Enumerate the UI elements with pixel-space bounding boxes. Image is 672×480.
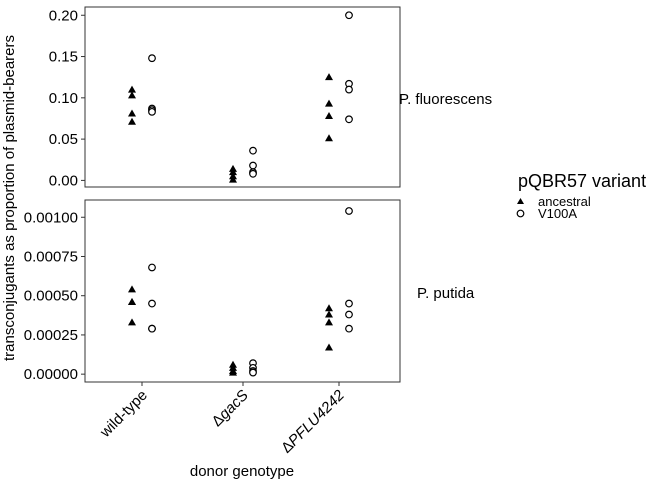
y-tick-label: 0.20 <box>49 7 78 24</box>
y-tick-label: 0.00100 <box>24 209 78 226</box>
point-v100a <box>345 310 353 319</box>
y-tick-label: 0.00050 <box>24 288 78 305</box>
point-ancestral <box>325 343 333 351</box>
x-tick-label: ΔgacS <box>209 387 252 430</box>
point-ancestral <box>128 91 136 99</box>
point-v100a <box>148 324 156 333</box>
point-ancestral <box>229 168 237 176</box>
y-axis-title: transconjugants as proportion of plasmid… <box>1 35 18 361</box>
point-v100a <box>345 299 353 308</box>
panel-top-frame <box>84 6 401 188</box>
point-ancestral <box>229 368 237 376</box>
point-ancestral <box>128 117 136 125</box>
legend-ancestral-symbol <box>517 198 524 204</box>
point-v100a <box>249 368 257 377</box>
point-ancestral <box>325 134 333 142</box>
point-ancestral <box>128 285 136 293</box>
y-tick-label: 0.05 <box>49 131 78 148</box>
point-v100a <box>148 107 156 116</box>
x-tick-label: wild-type <box>96 387 151 442</box>
point-ancestral <box>128 109 136 117</box>
point-ancestral <box>128 318 136 326</box>
point-ancestral <box>325 73 333 81</box>
point-v100a <box>345 115 353 124</box>
point-ancestral <box>325 304 333 312</box>
y-tick-label: 0.00075 <box>24 248 78 265</box>
point-v100a <box>249 169 257 178</box>
point-ancestral <box>325 111 333 119</box>
point-v100a <box>345 324 353 333</box>
y-tick-label: 0.00 <box>49 172 78 189</box>
legend-title: pQBR57 variant <box>518 171 646 191</box>
point-v100a <box>148 54 156 63</box>
point-v100a <box>345 85 353 94</box>
point-ancestral <box>325 318 333 326</box>
y-tick-label: 0.00000 <box>24 366 78 383</box>
point-v100a <box>249 146 257 155</box>
point-v100a <box>345 207 353 215</box>
point-ancestral <box>229 175 237 183</box>
point-v100a <box>249 161 257 170</box>
legend-v100a-label: V100A <box>538 206 577 221</box>
legend-ancestral-label: ancestral <box>538 194 591 209</box>
legend-v100a-symbol <box>516 209 525 218</box>
point-ancestral <box>325 99 333 107</box>
point-ancestral <box>128 297 136 305</box>
point-v100a <box>345 11 353 20</box>
strip-label-bottom: P. putida <box>417 285 475 302</box>
y-tick-label: 0.10 <box>49 90 78 107</box>
x-tick-label: ΔPFLU4242 <box>278 386 348 456</box>
point-v100a <box>148 299 156 308</box>
point-v100a <box>148 263 156 272</box>
panel-bottom-frame <box>84 199 401 383</box>
y-tick-label: 0.15 <box>49 49 78 66</box>
x-axis-title: donor genotype <box>190 463 294 480</box>
point-ancestral <box>325 310 333 318</box>
y-tick-label: 0.00025 <box>24 327 78 344</box>
point-ancestral <box>128 85 136 93</box>
strip-label-top: P. fluorescens <box>399 91 492 108</box>
